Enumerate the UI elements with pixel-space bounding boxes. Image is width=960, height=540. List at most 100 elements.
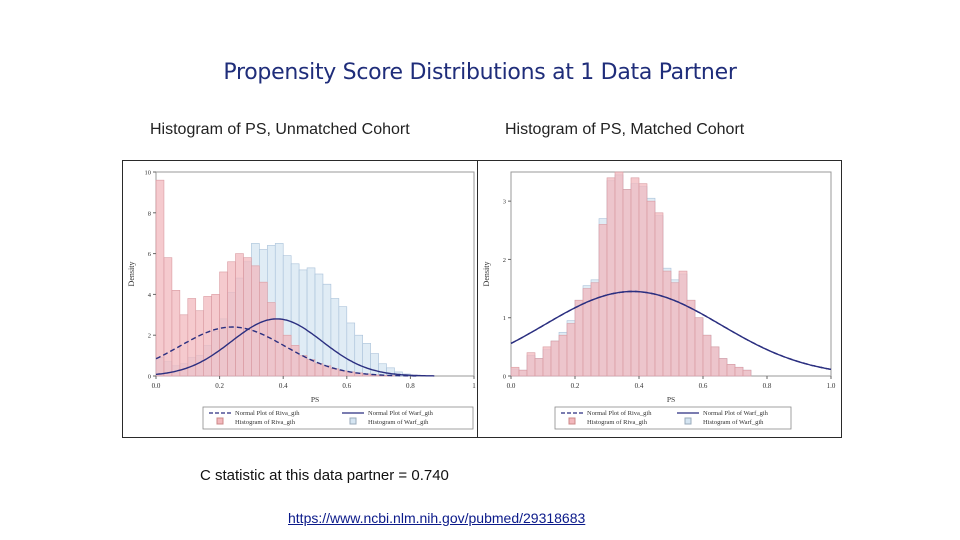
- x-tick-label: 0.2: [571, 382, 580, 390]
- riva-bar: [510, 366, 520, 377]
- riva-bar: [542, 346, 552, 377]
- riva-bar: [274, 318, 284, 377]
- riva-bar: [566, 323, 576, 377]
- x-tick-label: 0.0: [507, 382, 516, 390]
- legend-label: Histogram of Riva_gih: [587, 419, 648, 426]
- y-axis-label: Density: [482, 262, 491, 287]
- warf-bar: [338, 306, 348, 377]
- warf-bar: [362, 343, 371, 377]
- x-tick-label: 0.2: [215, 382, 224, 390]
- riva-bar: [155, 179, 165, 377]
- x-axis-label: PS: [311, 395, 319, 404]
- legend-label: Histogram of Warf_gih: [703, 419, 764, 426]
- riva-bar: [630, 177, 640, 377]
- warf-bar: [354, 334, 363, 377]
- legend-box: [202, 406, 474, 430]
- riva-bar: [662, 270, 672, 377]
- x-tick-label: 0.4: [279, 382, 288, 390]
- legend-label: Histogram of Riva_gih: [235, 419, 296, 426]
- y-axis-label: Density: [127, 262, 136, 287]
- warf-normal-curve: [155, 318, 435, 377]
- warf-bar: [330, 298, 340, 377]
- x-tick-label: 0.8: [406, 382, 415, 390]
- riva-bar: [550, 340, 560, 377]
- legend-label: Normal Plot of Warf_gih: [703, 410, 769, 417]
- riva-bar: [163, 257, 173, 377]
- riva-bar: [211, 294, 220, 377]
- riva-bar: [734, 366, 744, 377]
- warf-bar: [322, 283, 332, 377]
- matched-histogram: 0.0 0.2 0.4 0.6 0.8 1.0 0 1 2 3 PS Density Normal Pl…: [482, 171, 836, 430]
- matched-chart-panel: 0.0 0.2 0.4 0.6 0.8 1.0 0 1 2 3 PS Density Normal Pl…: [477, 160, 842, 438]
- riva-bar: [606, 177, 616, 377]
- riva-bar: [338, 370, 348, 377]
- unmatched-chart-title: Histogram of PS, Unmatched Cohort: [150, 121, 410, 138]
- riva-bar: [322, 365, 332, 377]
- riva-bar: [614, 171, 624, 377]
- riva-bar: [195, 310, 204, 377]
- page-title: Propensity Score Distributions at 1 Data…: [223, 60, 737, 85]
- legend-swatch-warf-hist: [684, 417, 692, 425]
- x-tick-label: 0.8: [763, 382, 772, 390]
- riva-bar: [694, 317, 704, 377]
- legend-box: [554, 406, 792, 430]
- pubmed-link[interactable]: https://www.ncbi.nlm.nih.gov/pubmed/2931…: [288, 510, 586, 526]
- riva-bar: [314, 363, 324, 377]
- warf-bar: [370, 353, 379, 377]
- riva-bar: [282, 334, 292, 377]
- legend-label: Histogram of Warf_gih: [368, 419, 429, 426]
- x-axis-label: PS: [667, 395, 675, 404]
- riva-bar: [558, 334, 568, 377]
- warf-bar: [378, 363, 387, 377]
- legend-label: Normal Plot of Warf_gih: [368, 410, 434, 417]
- matched-chart-title: Histogram of PS, Matched Cohort: [505, 121, 745, 138]
- riva-bar: [718, 358, 728, 377]
- riva-bar: [638, 183, 648, 377]
- y-tick-label: 10: [145, 170, 152, 177]
- y-tick-label: 8: [148, 210, 151, 217]
- riva-bar: [574, 299, 584, 377]
- x-tick-label: 0.6: [699, 382, 708, 390]
- y-tick-label: 1: [503, 315, 506, 322]
- riva-bar: [686, 299, 696, 377]
- riva-bar: [203, 296, 212, 377]
- x-tick-label: 1.0: [827, 382, 836, 390]
- riva-bar: [726, 364, 736, 377]
- y-tick-label: 2: [503, 257, 506, 264]
- warf-bar: [314, 273, 324, 377]
- y-tick-label: 4: [148, 292, 152, 299]
- x-tick-label: 0.4: [635, 382, 644, 390]
- riva-bar: [526, 352, 536, 377]
- x-tick-label: 0.6: [342, 382, 351, 390]
- c-statistic-text: C statistic at this data partner = 0.740: [200, 467, 449, 484]
- y-tick-label: 2: [148, 333, 151, 340]
- riva-bar: [622, 189, 632, 377]
- legend-label: Normal Plot of Riva_gih: [587, 410, 652, 417]
- warf-bar: [346, 322, 356, 377]
- riva-bar: [298, 355, 308, 377]
- y-tick-label: 0: [148, 374, 151, 381]
- x-tick-label: 1: [472, 382, 476, 390]
- riva-bar: [598, 224, 608, 377]
- riva-bar: [646, 200, 656, 377]
- riva-bar: [670, 282, 680, 377]
- riva-bar: [227, 261, 236, 377]
- legend-swatch-warf-hist: [349, 417, 357, 425]
- riva-bar: [330, 368, 340, 377]
- riva-bar: [219, 271, 228, 377]
- warf-normal-curve: [510, 290, 832, 370]
- y-tick-label: 3: [503, 199, 506, 206]
- x-tick-label: 0.0: [152, 382, 161, 390]
- riva-normal-curve: [155, 326, 417, 377]
- riva-bar: [534, 358, 544, 377]
- riva-bar: [678, 270, 688, 377]
- riva-bar: [243, 257, 252, 377]
- y-tick-label: 0: [503, 374, 506, 381]
- riva-bar: [171, 290, 181, 377]
- riva-bar: [590, 282, 600, 377]
- legend-swatch-riva-hist: [568, 417, 576, 425]
- legend-swatch-riva-hist: [216, 417, 224, 425]
- y-tick-label: 6: [148, 251, 152, 258]
- riva-bar: [251, 265, 260, 377]
